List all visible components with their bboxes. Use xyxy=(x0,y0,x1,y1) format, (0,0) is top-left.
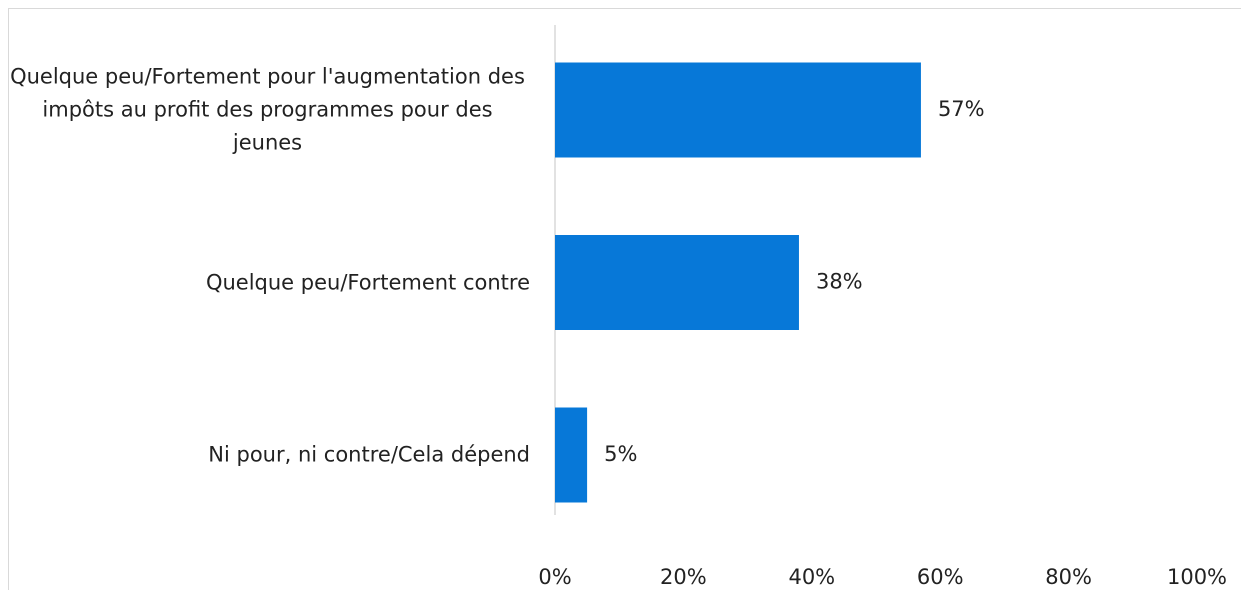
bar xyxy=(555,407,588,503)
x-tick-label: 20% xyxy=(660,565,707,589)
x-tick-label: 0% xyxy=(538,565,571,589)
x-tick-label: 60% xyxy=(917,565,964,589)
x-tick-label: 80% xyxy=(1045,565,1092,589)
category-label: Quelque peu/Fortement pour l'augmentatio… xyxy=(10,64,525,155)
category-label: Ni pour, ni contre/Cela dépend xyxy=(208,442,530,467)
data-label: 57% xyxy=(938,97,985,121)
bar xyxy=(555,62,921,158)
category-label-box: Quelque peu/Fortement pour l'augmentatio… xyxy=(5,61,530,160)
category-label: Quelque peu/Fortement contre xyxy=(205,270,530,294)
x-tick-label: 100% xyxy=(1167,565,1227,589)
chart-border xyxy=(8,8,1241,590)
category-label-box: Ni pour, ni contre/Cela dépend xyxy=(5,439,530,472)
x-tick-label: 40% xyxy=(788,565,835,589)
data-label: 5% xyxy=(604,442,637,466)
data-label: 38% xyxy=(816,270,863,294)
category-label-box: Quelque peu/Fortement contre xyxy=(5,266,530,299)
bar xyxy=(555,235,799,330)
